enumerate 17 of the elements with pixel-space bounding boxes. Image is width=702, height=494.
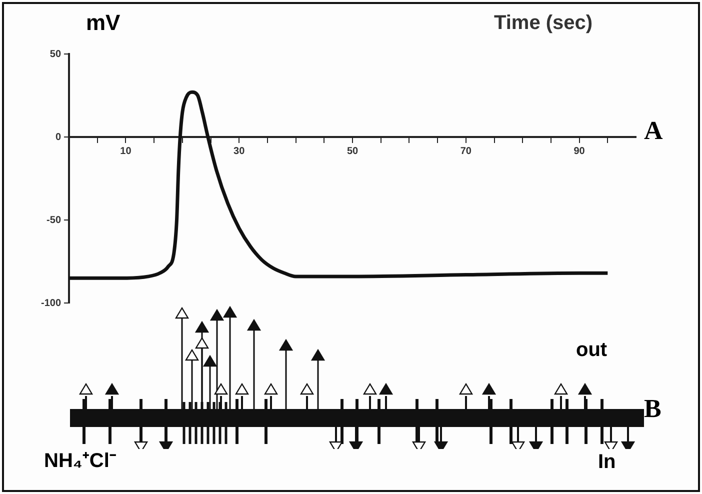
line-series — [69, 90, 610, 280]
x-axis-title: Time (sec) — [494, 12, 593, 35]
y-axis-title: mV — [86, 10, 120, 36]
x-tick-label: 30 — [234, 146, 246, 157]
y-tick-label: 0 — [55, 132, 62, 143]
text: out — [576, 339, 608, 362]
text: B — [644, 394, 662, 424]
x-tick-label: 50 — [346, 146, 359, 157]
x-tick-label: 90 — [574, 146, 586, 157]
text: NH₄⁺Cl⁻ — [44, 449, 116, 473]
text: A — [644, 116, 663, 146]
text: In — [598, 451, 616, 474]
y-tick-label: -100 — [41, 298, 62, 309]
x-tick-label: 10 — [120, 146, 132, 157]
x-tick-label: 70 — [460, 146, 472, 157]
y-tick-label: 50 — [50, 48, 62, 60]
y-tick-label: -50 — [46, 214, 62, 226]
